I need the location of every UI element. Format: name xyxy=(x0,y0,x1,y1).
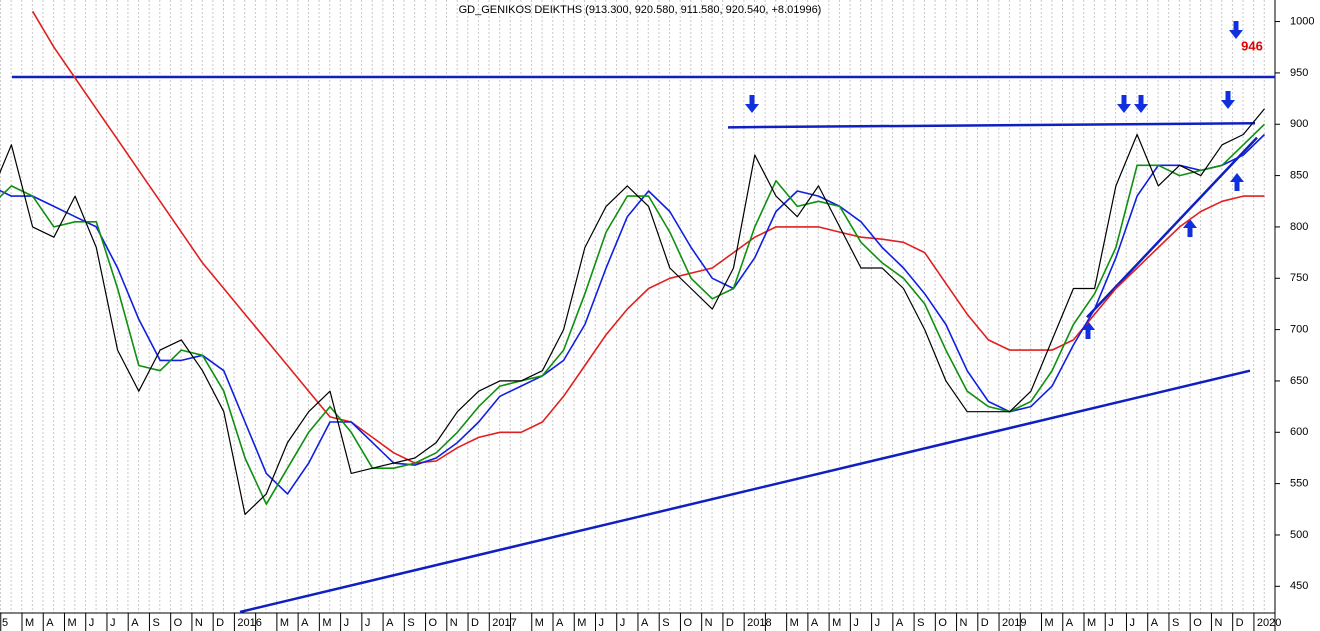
x-tick-label: O xyxy=(429,617,438,629)
y-tick-label: 850 xyxy=(1290,169,1308,181)
y-tick-label: 950 xyxy=(1290,67,1308,79)
x-tick-label: S xyxy=(1172,617,1179,629)
x-tick-label: D xyxy=(726,617,734,629)
background-grid xyxy=(0,0,1275,613)
x-tick-label: N xyxy=(195,617,203,629)
x-tick-label: J xyxy=(875,617,881,629)
x-tick-label: N xyxy=(1214,617,1222,629)
x-tick-label: A xyxy=(896,617,904,629)
x-tick-label: J xyxy=(365,617,371,629)
x-tick-label: A xyxy=(1066,617,1074,629)
x-tick-label: M xyxy=(832,617,841,629)
series-line xyxy=(0,108,1265,515)
y-tick-label: 600 xyxy=(1290,426,1308,438)
x-tick-label: M xyxy=(67,617,76,629)
x-tick-label: M xyxy=(280,617,289,629)
level-label: 946 xyxy=(1241,38,1263,53)
x-tick-label: M xyxy=(25,617,34,629)
x-tick-label: O xyxy=(1193,617,1202,629)
y-tick-label: 650 xyxy=(1290,375,1308,387)
x-tick-label: A xyxy=(811,617,819,629)
x-tick-label: 2019 xyxy=(1002,617,1026,629)
x-tick-label: A xyxy=(386,617,394,629)
x-tick-label: N xyxy=(705,617,713,629)
x-tick-label: O xyxy=(938,617,947,629)
x-tick-label: M xyxy=(577,617,586,629)
x-tick-label: A xyxy=(301,617,309,629)
x-tick-label: S xyxy=(917,617,924,629)
y-tick-label: 450 xyxy=(1290,580,1308,592)
y-tick-label: 1000 xyxy=(1290,15,1314,27)
x-tick-label: S xyxy=(662,617,669,629)
x-tick-label: 2016 xyxy=(237,617,261,629)
x-tick-label: M xyxy=(322,617,331,629)
x-tick-label: O xyxy=(683,617,692,629)
x-tick-label: 2018 xyxy=(747,617,771,629)
y-tick-label: 550 xyxy=(1290,478,1308,490)
trendline xyxy=(1086,136,1258,319)
x-tick-label: D xyxy=(981,617,989,629)
x-tick-label: D xyxy=(1236,617,1244,629)
chart-title: GD_GENIKOS DEIKTHS (913.300, 920.580, 91… xyxy=(459,4,822,16)
trendline xyxy=(239,369,1251,614)
y-tick-label: 900 xyxy=(1290,118,1308,130)
x-tick-label: J xyxy=(89,617,95,629)
x-tick-label: J xyxy=(1108,617,1114,629)
y-tick-label: 500 xyxy=(1290,529,1308,541)
x-tick-label: S xyxy=(407,617,414,629)
x-tick-label: A xyxy=(1151,617,1159,629)
x-tick-label: J xyxy=(598,617,604,629)
x-tick-label: A xyxy=(556,617,564,629)
y-tick-label: 700 xyxy=(1290,324,1308,336)
x-tick-label: D xyxy=(471,617,479,629)
x-tick-label: M xyxy=(790,617,799,629)
x-tick-label: N xyxy=(450,617,458,629)
series-line xyxy=(0,123,1266,505)
x-tick-label: 5 xyxy=(2,617,8,629)
x-tick-label: 2017 xyxy=(492,617,516,629)
y-tick-label: 800 xyxy=(1290,221,1308,233)
x-tick-label: M xyxy=(535,617,544,629)
x-tick-label: D xyxy=(216,617,224,629)
series-line xyxy=(31,10,1265,464)
x-tick-label: J xyxy=(110,617,116,629)
x-tick-label: M xyxy=(1087,617,1096,629)
x-tick-label: A xyxy=(131,617,139,629)
x-tick-label: A xyxy=(46,617,54,629)
x-tick-label: J xyxy=(620,617,626,629)
x-tick-label: M xyxy=(1045,617,1054,629)
x-tick-label: A xyxy=(641,617,649,629)
x-tick-label: J xyxy=(1129,617,1135,629)
x-tick-label: 2020 xyxy=(1257,617,1281,629)
trendline xyxy=(727,121,1256,129)
x-tick-label: O xyxy=(174,617,183,629)
x-tick-label: N xyxy=(960,617,968,629)
x-tick-label: J xyxy=(853,617,859,629)
y-tick-label: 750 xyxy=(1290,272,1308,284)
x-tick-label: S xyxy=(152,617,159,629)
x-tick-label: J xyxy=(344,617,350,629)
